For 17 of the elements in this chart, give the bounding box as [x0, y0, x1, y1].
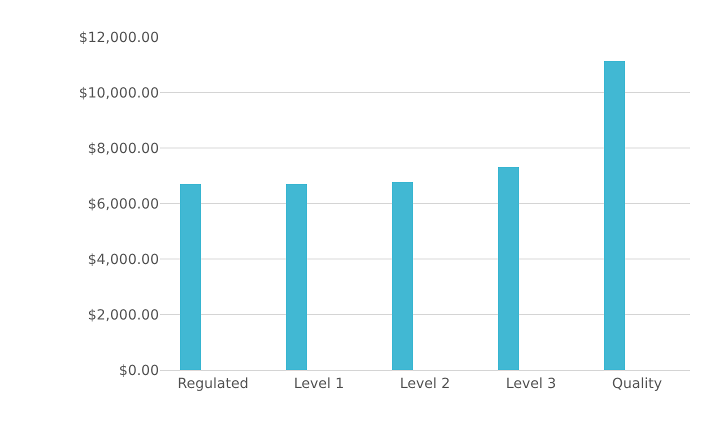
- bar: [498, 167, 519, 370]
- y-tick-label: $2,000.00: [88, 307, 159, 324]
- bar: [392, 182, 413, 370]
- y-tick-label: $8,000.00: [88, 140, 159, 157]
- x-tick-label: Level 2: [400, 376, 450, 392]
- x-tick-label: Level 1: [294, 376, 344, 392]
- y-tick-label: $0.00: [118, 362, 159, 379]
- x-tick-label: Quality: [612, 376, 662, 392]
- y-tick-label: $12,000.00: [78, 30, 159, 46]
- bar: [286, 184, 307, 370]
- x-tick-label: Regulated: [178, 376, 248, 392]
- y-tick-label: $6,000.00: [88, 196, 159, 212]
- y-tick-label: $4,000.00: [88, 252, 159, 268]
- y-tick-label: $10,000.00: [78, 85, 159, 102]
- bar: [180, 184, 201, 370]
- x-tick-label: Level 3: [506, 376, 556, 392]
- bar: [604, 61, 625, 370]
